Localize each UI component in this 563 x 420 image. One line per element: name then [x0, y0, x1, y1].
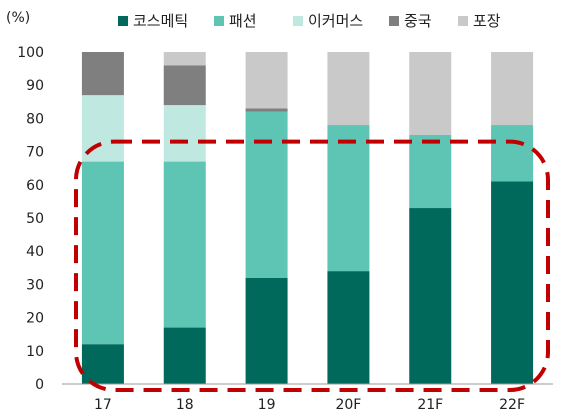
bar-segment-22F-series-4	[491, 52, 534, 126]
bar-segment-22F-series-1	[491, 125, 534, 182]
bar-segment-17-series-3	[81, 52, 124, 96]
y-tick-label: 10	[26, 344, 44, 360]
annotation-layer	[74, 139, 550, 392]
y-tick-label: 60	[26, 178, 44, 194]
legend-swatch	[118, 16, 128, 26]
bar-segment-19-series-4	[245, 52, 288, 109]
x-tick-label: 17	[94, 397, 112, 413]
highlight-dashed-box	[74, 139, 550, 392]
y-tick-label: 100	[17, 45, 44, 61]
legend-label: 패션	[229, 12, 257, 30]
legend-label: 코스메틱	[133, 12, 188, 30]
y-tick-label: 50	[26, 211, 44, 227]
bar-segment-20F-series-0	[327, 271, 370, 384]
bar-segment-19-series-1	[245, 111, 288, 278]
y-tick-label: 70	[26, 145, 44, 161]
x-tick-label: 22F	[499, 397, 525, 413]
y-tick-label: 30	[26, 277, 44, 293]
y-axis: 0 10 20 30 40 50 60 70 80 90 100	[17, 45, 44, 393]
y-tick-label: 40	[26, 244, 44, 260]
legend-label: 이커머스	[308, 12, 363, 30]
bar-segment-21F-series-4	[409, 52, 452, 135]
bar-segment-17-series-1	[81, 161, 124, 345]
x-tick-label: 19	[258, 397, 276, 413]
legend-swatch	[293, 16, 303, 26]
bar-segment-18-series-4	[163, 52, 206, 66]
legend-label: 중국	[404, 12, 432, 30]
x-tick-label: 20F	[335, 397, 361, 413]
legend-swatch	[214, 16, 224, 26]
bar-segment-19-series-0	[245, 277, 288, 384]
legend-swatch	[389, 16, 399, 26]
bar-segment-19-series-3	[245, 108, 288, 112]
bar-segment-22F-series-0	[491, 181, 534, 384]
bar-segment-18-series-0	[163, 327, 206, 384]
bar-segment-17-series-0	[81, 344, 124, 384]
bar-segment-18-series-3	[163, 65, 206, 106]
x-axis: 17 18 19 20F 21F 22F	[62, 383, 553, 413]
x-tick-label: 18	[176, 397, 194, 413]
y-tick-label: 80	[26, 111, 44, 127]
legend: 코스메틱 패션 이커머스 중국 포장	[118, 12, 501, 30]
y-tick-label: 20	[26, 311, 44, 327]
x-tick-label: 21F	[417, 397, 443, 413]
y-tick-label: 90	[26, 78, 44, 94]
bar-segment-18-series-2	[163, 105, 206, 162]
bar-segment-20F-series-4	[327, 52, 370, 126]
bar-segment-18-series-1	[163, 161, 206, 328]
bar-segment-21F-series-1	[409, 135, 452, 209]
y-axis-unit-label: (%)	[6, 10, 30, 26]
bars	[81, 52, 534, 384]
bar-segment-21F-series-0	[409, 208, 452, 384]
bar-segment-20F-series-1	[327, 125, 370, 272]
legend-swatch	[458, 16, 468, 26]
y-tick-label: 0	[35, 377, 44, 393]
legend-label: 포장	[473, 12, 501, 30]
